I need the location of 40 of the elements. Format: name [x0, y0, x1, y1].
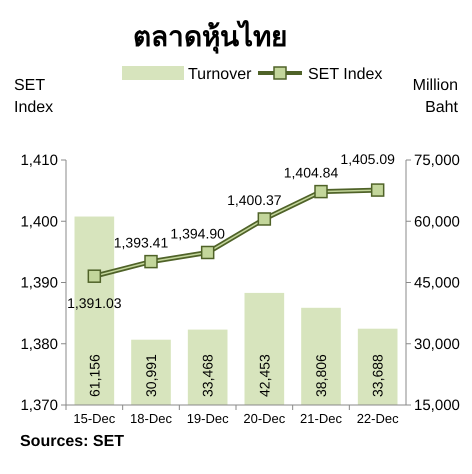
x-tick-label: 21-Dec — [300, 411, 342, 426]
y-tick-label: 1,370 — [20, 397, 58, 414]
y2-tick-label: 60,000 — [414, 213, 460, 230]
data-label: 61,156 — [86, 354, 102, 397]
point — [144, 254, 158, 268]
data-label: 30,991 — [143, 354, 159, 397]
data-label: 1,391.03 — [67, 295, 122, 312]
y-tick-label: 1,400 — [20, 213, 58, 230]
data-label: 33,688 — [370, 354, 386, 397]
data-label: 1,404.84 — [284, 164, 338, 181]
legend-label: Turnover — [188, 66, 252, 83]
x-tick-label: 22-Dec — [356, 411, 400, 426]
x-tick-label: 20-Dec — [243, 411, 286, 426]
data-label: 38,806 — [313, 354, 329, 397]
source-note: Sources: SET — [20, 433, 124, 450]
legend-label: SET Index — [308, 66, 382, 83]
data-label: 1,393.41 — [114, 234, 168, 251]
y-tick-label: 1,380 — [20, 336, 58, 353]
point — [200, 246, 214, 260]
y-tick-label: 1,390 — [20, 274, 58, 292]
y2-axis-title: Million Baht — [412, 77, 459, 116]
y2-tick-label: 45,000 — [414, 274, 460, 292]
data-label: 33,468 — [200, 354, 216, 397]
point — [370, 183, 384, 197]
y-axis-title: SET Index — [14, 77, 54, 116]
point — [88, 269, 102, 283]
y2-tick-label: 30,000 — [414, 336, 460, 353]
point — [258, 212, 272, 226]
data-label: 1,400.37 — [227, 192, 282, 208]
y2-tick-label: 15,000 — [414, 397, 460, 414]
y2-tick-label: 75,000 — [414, 152, 460, 169]
x-tick-label: 19-Dec — [186, 411, 230, 426]
x-tick-label: 15-Dec — [73, 411, 116, 426]
point — [314, 184, 328, 198]
y-tick-label: 1,410 — [20, 152, 58, 169]
data-label: 1,405.09 — [340, 151, 396, 168]
data-label: 1,394.90 — [170, 225, 226, 242]
data-label: 42,453 — [256, 354, 272, 397]
chart-title: ตลาดหุ้นไทย — [133, 20, 287, 54]
x-tick-label: 18-Dec — [130, 411, 172, 426]
